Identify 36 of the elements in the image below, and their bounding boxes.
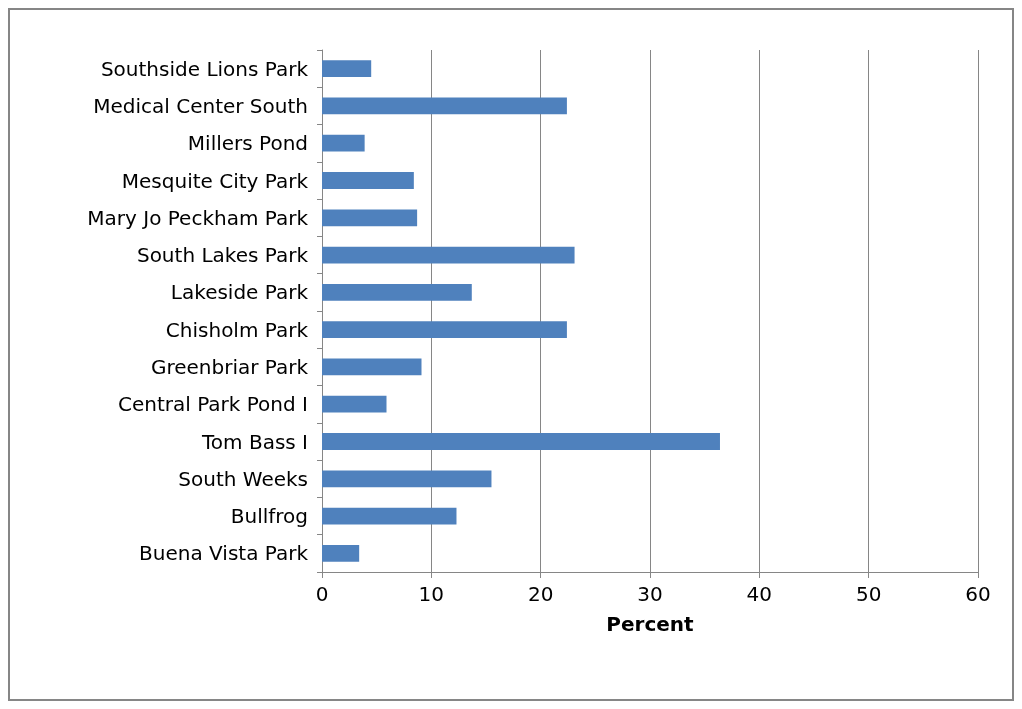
bar <box>322 134 365 152</box>
bar <box>322 283 472 301</box>
bar <box>322 433 720 450</box>
y-tick-label: Millers Pond <box>187 131 308 156</box>
bar <box>322 507 457 525</box>
y-tick-label: Bullfrog <box>230 504 308 529</box>
y-tick-label: Central Park Pond I <box>118 392 308 417</box>
y-tick-label: South Weeks <box>178 466 308 491</box>
bar <box>322 544 360 562</box>
y-tick-label: Chisholm Park <box>165 317 309 342</box>
y-tick-label: Mary Jo Peckham Park <box>87 205 309 230</box>
bar <box>322 246 575 264</box>
y-tick-label: Tom Bass I <box>201 429 308 454</box>
x-tick-label: 60 <box>965 582 991 606</box>
y-tick-label: Lakeside Park <box>170 280 309 305</box>
x-tick-label: 20 <box>527 582 554 606</box>
bar <box>322 358 422 376</box>
x-axis-title: Percent <box>606 612 695 636</box>
y-tick-label: Greenbriar Park <box>150 354 309 379</box>
y-tick-label: Buena Vista Park <box>139 541 309 566</box>
x-tick-label: 10 <box>418 582 445 606</box>
y-tick-label: Southside Lions Park <box>100 56 309 81</box>
bar <box>322 209 418 227</box>
bar <box>322 172 414 189</box>
y-tick-label: South Lakes Park <box>136 243 309 268</box>
x-tick-label: 50 <box>855 582 882 606</box>
bar <box>322 97 567 115</box>
x-tick-label: 40 <box>746 582 773 606</box>
y-tick-label: Mesquite City Park <box>121 168 309 193</box>
x-tick-label: 0 <box>315 582 329 606</box>
x-tick-label: 30 <box>637 582 663 606</box>
bar <box>322 321 567 339</box>
y-tick-label: Medical Center South <box>93 93 308 118</box>
bar <box>322 395 387 413</box>
bar <box>322 470 492 488</box>
bar <box>322 60 372 78</box>
